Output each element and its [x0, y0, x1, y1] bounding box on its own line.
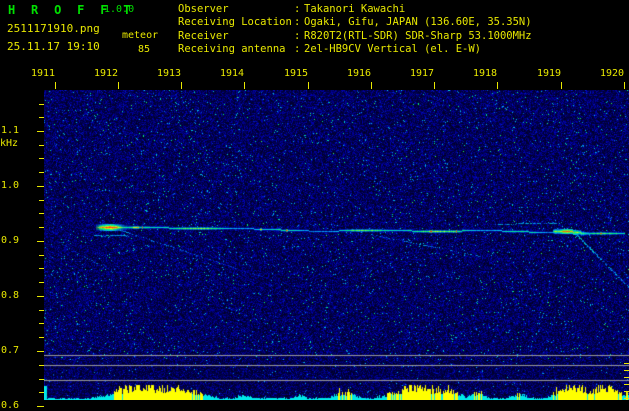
y-axis-minor-tick	[39, 200, 44, 201]
metadata-row: Receiving Location : Ogaki, Gifu, JAPAN …	[178, 16, 532, 29]
y-axis-minor-tick	[39, 227, 44, 228]
y-axis-minor-tick	[39, 158, 44, 159]
metadata-key: Receiving antenna	[178, 43, 286, 56]
x-axis-tick-label: 1911	[31, 68, 56, 79]
x-axis-tick	[244, 82, 245, 89]
header-panel: H R O F F T 1.0.0 2511171910.png 25.11.1…	[0, 0, 629, 68]
y-axis-major-tick	[37, 351, 44, 352]
x-axis-tick-label: 1919	[537, 68, 562, 79]
y-axis-minor-tick	[39, 379, 44, 380]
y-axis-minor-tick	[39, 323, 44, 324]
y-axis-major-tick	[37, 406, 44, 407]
y-axis-tick-label: 1.0	[1, 180, 20, 191]
app-title: H R O F F T	[8, 3, 135, 17]
x-axis-tick	[561, 82, 562, 89]
metadata-row: Receiving antenna : 2el-HB9CV Vertical (…	[178, 43, 532, 56]
metadata-colon: :	[294, 29, 301, 42]
y-axis-major-tick	[37, 241, 44, 242]
spectrogram-canvas[interactable]	[44, 90, 629, 360]
metadata-block: Observer : Takanori Kawachi Receiving Lo…	[178, 3, 532, 57]
metadata-key: Receiver	[178, 29, 229, 42]
y-axis-minor-tick	[39, 255, 44, 256]
right-edge-tick	[624, 363, 629, 364]
y-axis-unit-label: kHz	[0, 138, 19, 149]
y-axis-major-tick	[37, 296, 44, 297]
metadata-key: Observer	[178, 3, 229, 15]
x-axis-tick-label: 1912	[94, 68, 119, 79]
x-axis-tick	[181, 82, 182, 89]
y-axis-tick-label: 0.7	[1, 345, 20, 356]
x-axis-tick-label: 1914	[220, 68, 245, 79]
x-axis-tick-label: 1917	[410, 68, 435, 79]
y-axis-minor-tick	[39, 365, 44, 366]
filename-label: 2511171910.png	[7, 22, 100, 35]
metadata-value: Takanori Kawachi	[304, 3, 406, 15]
y-axis-minor-tick	[39, 117, 44, 118]
right-edge-tick	[624, 391, 629, 392]
x-axis-tick	[497, 82, 498, 89]
x-axis-tick	[308, 82, 309, 89]
y-axis-tick-label: 0.6	[1, 400, 20, 411]
metadata-value: Ogaki, Gifu, JAPAN (136.60E, 35.35N)	[304, 16, 532, 29]
right-edge-tick	[624, 377, 629, 378]
y-axis-minor-tick	[39, 104, 44, 105]
metadata-colon: :	[294, 16, 301, 29]
y-axis: kHz 1.1 1.0 0.9 0.8 0.7 0.6	[0, 68, 44, 411]
y-axis-minor-tick	[39, 268, 44, 269]
x-axis: 1911 1912 1913 1914 1915 1916 1917 1918 1919 1920	[31, 68, 629, 90]
metadata-value: 2el-HB9CV Vertical (el. E-W)	[304, 43, 482, 56]
amplitude-strip[interactable]	[44, 360, 629, 400]
y-axis-minor-tick	[39, 213, 44, 214]
y-axis-tick-label: 0.8	[1, 290, 20, 301]
metadata-key: Receiving Location	[178, 16, 292, 29]
x-axis-tick	[118, 82, 119, 89]
x-axis-tick-label: 1915	[284, 68, 309, 79]
right-edge-tick	[624, 398, 629, 399]
metadata-row: Receiver : R820T2(RTL-SDR) SDR-Sharp 53.…	[178, 30, 532, 43]
y-axis-tick-label: 1.1	[1, 125, 20, 136]
app-version: 1.0.0	[104, 4, 135, 15]
y-axis-minor-tick	[39, 172, 44, 173]
metadata-colon: :	[294, 43, 301, 56]
y-axis-tick-label: 0.9	[1, 235, 20, 246]
amplitude-canvas[interactable]	[44, 360, 629, 400]
x-axis-tick-label: 1920	[600, 68, 625, 79]
x-axis-tick	[434, 82, 435, 89]
spectrogram-plot[interactable]	[44, 90, 629, 360]
y-axis-minor-tick	[39, 145, 44, 146]
y-axis-minor-tick	[39, 282, 44, 283]
y-axis-major-tick	[37, 186, 44, 187]
right-edge-tick	[624, 384, 629, 385]
y-axis-minor-tick	[39, 337, 44, 338]
y-axis-minor-tick	[39, 131, 44, 132]
metadata-value: R820T2(RTL-SDR) SDR-Sharp 53.1000MHz	[304, 29, 532, 42]
meteor-count-value: 85	[138, 44, 151, 55]
y-axis-minor-tick	[39, 392, 44, 393]
meteor-count-label: meteor	[122, 30, 159, 41]
x-axis-tick-label: 1916	[347, 68, 372, 79]
metadata-colon: :	[294, 3, 301, 15]
right-edge-tick	[624, 370, 629, 371]
x-axis-tick-label: 1913	[157, 68, 182, 79]
x-axis-tick	[55, 82, 56, 89]
metadata-row: Observer : Takanori Kawachi	[178, 3, 532, 16]
x-axis-tick	[624, 82, 625, 89]
y-axis-minor-tick	[39, 310, 44, 311]
datetime-label: 25.11.17 19:10	[7, 40, 100, 53]
x-axis-tick-label: 1918	[473, 68, 498, 79]
x-axis-tick	[371, 82, 372, 89]
